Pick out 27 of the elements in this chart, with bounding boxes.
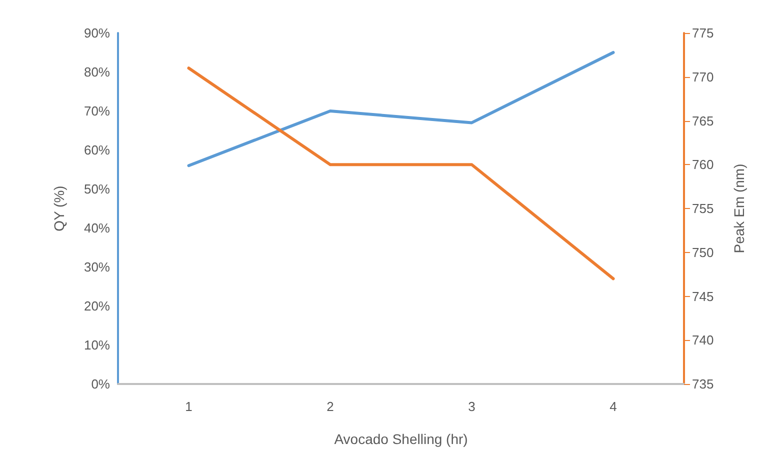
y-tick-label: 40% [84,220,110,236]
x-tick-label: 4 [610,399,617,414]
y-tick-label: 80% [84,64,110,80]
y-axis-title: QY (%) [51,186,67,232]
y2-tick-label: 755 [692,201,714,216]
y-tick-label: 90% [84,26,110,40]
y2-tick-label: 735 [692,376,714,392]
x-tick-label: 1 [185,399,192,414]
y2-tick-label: 775 [692,26,714,40]
y-tick-label: 70% [84,104,110,118]
y2-tick-label: 765 [692,113,714,128]
y-tick-label: 50% [84,182,110,196]
y-tick-label: 20% [84,298,110,314]
y-tick-label: 30% [84,260,110,274]
y2-tick-label: 770 [692,69,714,84]
x-axis-title: Avocado Shelling (hr) [334,431,468,447]
x-tick-label: 2 [326,399,334,414]
y-tick-label: 0% [91,376,110,392]
y2-tick-label: 760 [692,157,714,172]
y2-tick-label: 745 [692,288,714,304]
y2-tick-label: 740 [692,332,714,348]
x-tick-label: 3 [468,399,476,414]
y2-tick-label: 750 [692,244,714,260]
y-tick-label: 10% [84,338,110,352]
y2-axis-title: Peak Em (nm) [731,164,747,254]
line-series [187,51,615,168]
y-tick-label: 60% [84,142,110,158]
